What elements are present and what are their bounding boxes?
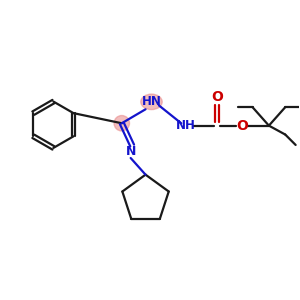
Ellipse shape — [114, 116, 130, 131]
Ellipse shape — [141, 94, 162, 110]
Text: N: N — [125, 145, 136, 158]
Text: O: O — [236, 118, 248, 133]
Text: NH: NH — [176, 119, 196, 132]
Text: HN: HN — [142, 95, 161, 108]
Text: O: O — [211, 90, 223, 104]
